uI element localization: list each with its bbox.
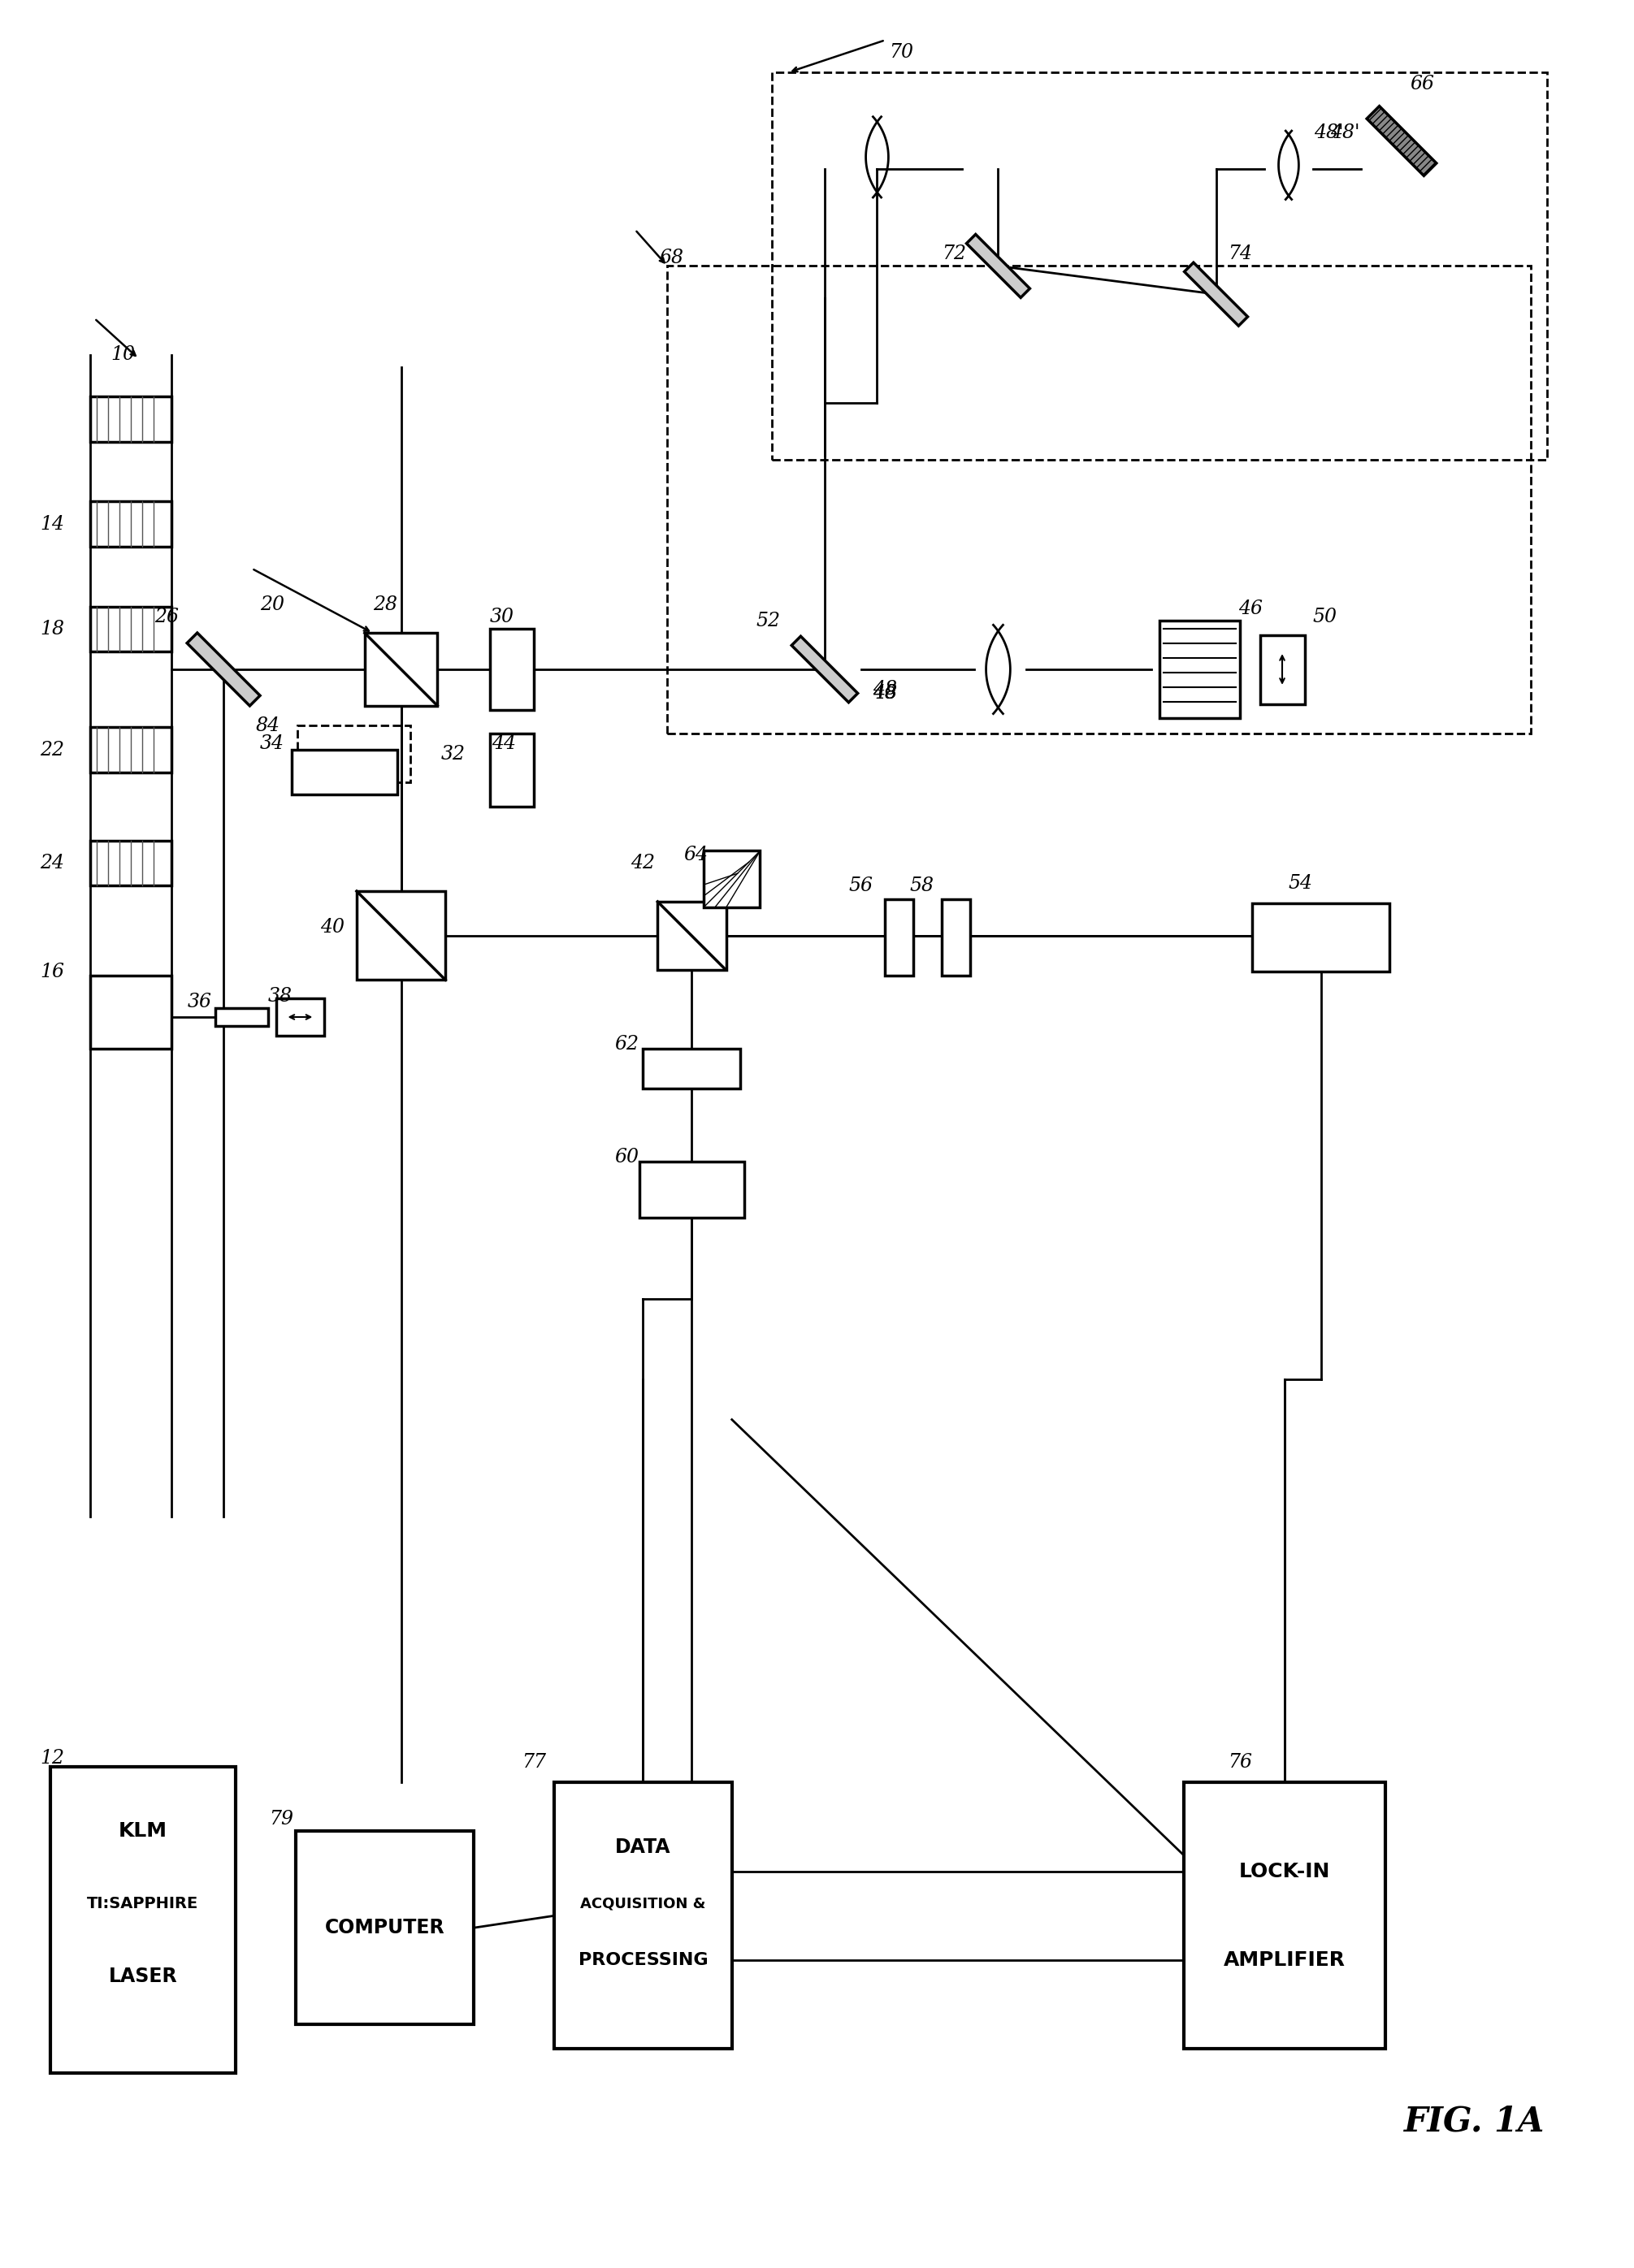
Text: 54: 54 — [1289, 873, 1314, 891]
Polygon shape — [186, 633, 260, 705]
Text: 74: 74 — [1229, 245, 1252, 263]
Bar — [667, 265, 1531, 735]
Bar — [704, 850, 760, 907]
Bar — [941, 898, 971, 975]
Text: 72: 72 — [941, 245, 966, 263]
Text: 16: 16 — [41, 962, 65, 982]
Bar — [1160, 621, 1240, 717]
Text: 34: 34 — [260, 735, 284, 753]
Text: DATA: DATA — [616, 1837, 672, 1857]
Bar — [657, 903, 725, 971]
Bar — [490, 735, 534, 807]
Bar — [644, 1048, 740, 1089]
Text: 48: 48 — [873, 685, 897, 703]
Text: 22: 22 — [41, 742, 65, 760]
Bar — [490, 628, 534, 710]
Text: TI:SAPPHIRE: TI:SAPPHIRE — [87, 1896, 199, 1912]
Bar — [216, 1009, 268, 1025]
Text: KLM: KLM — [118, 1821, 167, 1842]
Text: 14: 14 — [41, 515, 65, 533]
Text: LASER: LASER — [108, 1966, 176, 1987]
Bar — [639, 1161, 743, 1218]
Text: 46: 46 — [1239, 599, 1263, 619]
Text: 50: 50 — [1312, 608, 1337, 626]
Text: 58: 58 — [909, 875, 933, 896]
Bar — [90, 501, 172, 547]
Bar — [356, 891, 446, 980]
Bar — [297, 726, 410, 782]
Text: 68: 68 — [659, 249, 683, 268]
Text: AMPLIFIER: AMPLIFIER — [1224, 1950, 1345, 1971]
Text: 38: 38 — [268, 987, 292, 1005]
Bar — [90, 841, 172, 885]
Text: 48: 48 — [873, 680, 897, 699]
Bar — [364, 633, 438, 705]
Text: 48: 48 — [873, 685, 897, 703]
Bar — [51, 1767, 235, 2073]
Text: 76: 76 — [1229, 1753, 1252, 1771]
Bar — [296, 1830, 474, 2025]
Bar — [1260, 635, 1306, 703]
Polygon shape — [1366, 107, 1436, 175]
Bar — [1252, 903, 1389, 973]
Text: 24: 24 — [41, 853, 65, 873]
Text: 36: 36 — [188, 993, 211, 1012]
Text: 26: 26 — [155, 608, 180, 626]
Bar — [90, 397, 172, 442]
Bar — [886, 898, 913, 975]
Text: 48: 48 — [873, 685, 897, 703]
Text: 40: 40 — [320, 919, 345, 937]
Bar — [292, 751, 397, 794]
Text: 62: 62 — [614, 1034, 639, 1055]
Text: 79: 79 — [270, 1810, 294, 1828]
Bar — [90, 728, 172, 773]
Text: FIG. 1A: FIG. 1A — [1404, 2105, 1544, 2139]
Text: 64: 64 — [683, 846, 708, 864]
Text: 20: 20 — [260, 596, 284, 615]
Text: 44: 44 — [492, 735, 516, 753]
Text: PROCESSING: PROCESSING — [578, 1953, 708, 1969]
Bar — [773, 73, 1547, 460]
Text: 66: 66 — [1410, 75, 1435, 93]
Text: 30: 30 — [490, 608, 515, 626]
Text: 84: 84 — [255, 717, 279, 735]
Text: 56: 56 — [848, 875, 873, 896]
Text: 32: 32 — [441, 744, 466, 764]
Bar — [554, 1783, 732, 2048]
Text: LOCK-IN: LOCK-IN — [1239, 1862, 1330, 1880]
Text: 42: 42 — [631, 853, 655, 873]
Bar — [276, 998, 325, 1036]
Text: 48': 48' — [1314, 122, 1343, 143]
Polygon shape — [1185, 263, 1248, 327]
Text: 18: 18 — [41, 619, 65, 637]
Text: 52: 52 — [757, 612, 781, 631]
Text: 70: 70 — [889, 43, 913, 61]
Text: 60: 60 — [614, 1148, 639, 1166]
Polygon shape — [791, 637, 858, 703]
Bar — [1183, 1783, 1386, 2048]
Text: 12: 12 — [41, 1749, 65, 1767]
Text: 77: 77 — [521, 1753, 546, 1771]
Text: ACQUISITION &: ACQUISITION & — [580, 1896, 706, 1912]
Text: COMPUTER: COMPUTER — [325, 1919, 444, 1937]
Bar — [90, 606, 172, 651]
Text: 28: 28 — [373, 596, 397, 615]
Polygon shape — [966, 234, 1029, 297]
Text: 10: 10 — [111, 345, 136, 365]
Bar — [90, 975, 172, 1048]
Text: 48': 48' — [1330, 122, 1359, 143]
